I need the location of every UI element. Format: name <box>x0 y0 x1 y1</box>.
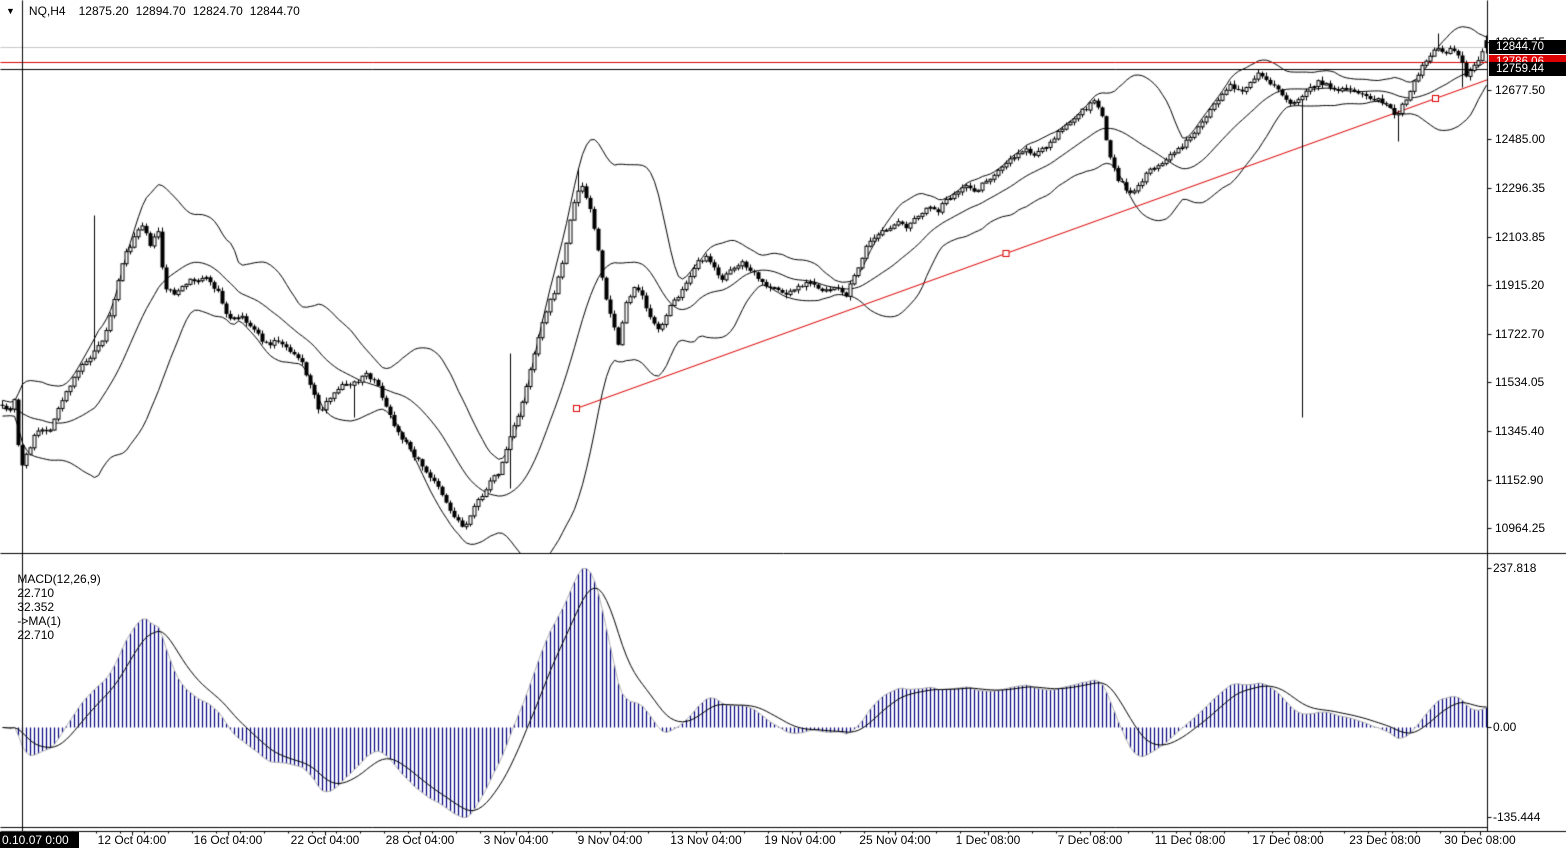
macd-ma-value: 22.710 <box>17 628 55 642</box>
time-axis-tick-label: 25 Nov 04:00 <box>859 833 931 847</box>
price-axis-tick-label: 11534.05 <box>1495 375 1545 390</box>
ohlc-high: 12894.70 <box>135 4 186 18</box>
time-axis-tick-label: 19 Nov 04:00 <box>764 833 836 847</box>
time-axis-tick-label: 9 Nov 04:00 <box>577 833 643 847</box>
time-axis-tick-label: 22 Oct 04:00 <box>290 833 360 847</box>
time-axis-tick-label: 13 Nov 04:00 <box>670 833 742 847</box>
price-axis-tick-label: 10964.25 <box>1495 521 1546 535</box>
time-axis-tick-label: 16 Oct 04:00 <box>193 833 263 847</box>
macd-indicator-label: MACD(12,26,9) 22.710 32.352 ->MA(1) 22.7… <box>4 558 108 656</box>
price-axis-tick-label: 12296.35 <box>1495 180 1546 195</box>
time-axis-tick-label: 12 Oct 04:00 <box>97 833 167 847</box>
ohlc-open: 12875.20 <box>78 4 129 18</box>
chart-title: ▼ NQ,H4 12875.20 12894.70 12824.70 12844… <box>6 4 307 18</box>
macd-signal-value: 32.352 <box>17 600 55 614</box>
time-axis-tick-label: 7 Dec 08:00 <box>1057 833 1123 847</box>
price-axis-tick-label: 11152.90 <box>1495 472 1544 487</box>
time-axis-tick-label: 30 Dec 08:00 <box>1444 833 1516 847</box>
time-axis-tick-label: 28 Oct 04:00 <box>385 833 455 847</box>
time-axis-tick-label: 1 Dec 08:00 <box>955 833 1021 847</box>
ohlc-low: 12824.70 <box>192 4 243 18</box>
time-axis-selected-label: 0.10.07 0:00 <box>0 832 79 848</box>
macd-value: 22.710 <box>17 586 55 600</box>
price-axis-tick-label: 12485.00 <box>1495 132 1546 147</box>
macd-ma-label: ->MA(1) <box>17 614 62 628</box>
macd-name: MACD(12,26,9) <box>17 572 101 586</box>
price-axis-tick-label: 12103.85 <box>1495 229 1546 244</box>
price-axis-tick-label: 11915.20 <box>1495 278 1545 292</box>
macd-axis-tick-label: 0.00 <box>1493 720 1517 734</box>
symbol-timeframe-label: NQ,H4 <box>28 4 66 18</box>
time-axis-tick-label: 23 Dec 08:00 <box>1349 833 1421 847</box>
price-tag: 12759.44 <box>1489 62 1566 77</box>
price-axis-tick-label: 11722.70 <box>1495 327 1545 342</box>
time-axis-tick-label: 17 Dec 08:00 <box>1252 833 1324 847</box>
collapse-indicator-triangle-icon[interactable]: ▼ <box>6 6 15 16</box>
price-tag: 12844.70 <box>1489 40 1566 55</box>
time-axis-tick-label: 3 Nov 04:00 <box>483 833 549 847</box>
price-axis-tick-label: 11345.40 <box>1495 423 1545 438</box>
price-axis-tick-label: 12677.50 <box>1495 83 1546 98</box>
time-axis-tick-label: 11 Dec 08:00 <box>1154 833 1226 847</box>
macd-axis-tick-label: -135.444 <box>1493 810 1541 824</box>
ohlc-close: 12844.70 <box>249 4 300 18</box>
macd-axis-tick-label: 237.818 <box>1493 561 1537 575</box>
